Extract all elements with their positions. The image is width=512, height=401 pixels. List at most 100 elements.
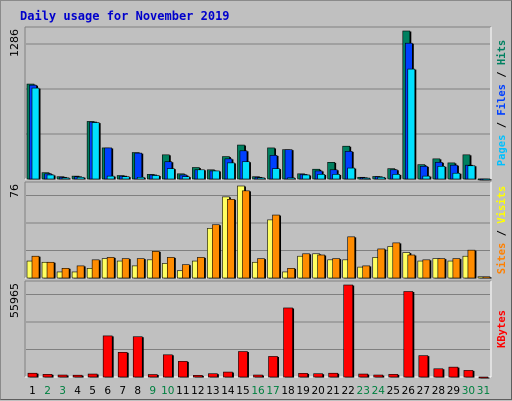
bar-sites-20 [317, 254, 325, 279]
bar-kbytes-18 [283, 307, 293, 378]
bar-kbytes-8 [132, 336, 143, 378]
bar-kbytes-20 [313, 373, 323, 378]
x-tick-21: 21 [326, 385, 339, 397]
bar-pages-31 [482, 178, 491, 181]
y-max-label-kbytes: 55965 [8, 283, 21, 318]
bar-kbytes-29 [448, 366, 459, 378]
x-tick-24: 24 [372, 385, 386, 397]
y-max-label-visits-sites: 76 [8, 184, 21, 198]
bar-kbytes-11 [178, 361, 188, 378]
bar-sites-8 [136, 258, 145, 279]
bar-sites-31 [482, 276, 491, 279]
bar-pages-16 [257, 177, 265, 180]
bar-pages-27 [422, 175, 431, 180]
legend-kbytes: KBytes [496, 310, 508, 348]
x-tick-10: 10 [161, 385, 174, 397]
bar-sites-22 [347, 236, 355, 279]
bar-pages-12 [197, 169, 205, 180]
bar-sites-27 [422, 259, 431, 279]
bar-kbytes-17 [268, 356, 278, 378]
bar-kbytes-15 [238, 351, 248, 378]
bar-kbytes-3 [57, 374, 68, 378]
bar-pages-8 [136, 176, 145, 180]
legend-entry: KBytes [496, 310, 508, 348]
x-tick-1: 1 [29, 385, 36, 397]
bar-pages-22 [347, 167, 355, 180]
bar-kbytes-31 [478, 376, 489, 379]
bar-sites-17 [272, 214, 280, 279]
bar-kbytes-1 [27, 372, 38, 378]
bar-pages-4 [76, 176, 85, 180]
x-tick-19: 19 [296, 385, 309, 397]
bar-kbytes-2 [42, 374, 53, 378]
x-tick-30: 30 [462, 385, 475, 397]
bar-sites-6 [106, 257, 115, 279]
bar-pages-15 [242, 161, 250, 180]
bar-sites-25 [392, 242, 401, 279]
legend-entry: Files [496, 84, 508, 116]
bar-files-8 [134, 152, 143, 180]
bar-kbytes-10 [162, 354, 173, 378]
x-tick-23: 23 [357, 385, 370, 397]
x-tick-15: 15 [236, 385, 249, 397]
x-tick-18: 18 [281, 385, 294, 397]
bar-sites-4 [76, 265, 85, 279]
bar-sites-19 [302, 253, 310, 279]
legend-entry: Hits [496, 40, 508, 65]
x-tick-17: 17 [266, 385, 279, 397]
bar-kbytes-24 [373, 374, 384, 378]
legend-hits-files-pages: Pages / Files / Hits [496, 40, 508, 166]
x-tick-12: 12 [191, 385, 204, 397]
x-tick-14: 14 [221, 385, 235, 397]
x-tick-13: 13 [206, 385, 219, 397]
bar-pages-2 [46, 174, 55, 180]
x-tick-8: 8 [134, 385, 141, 397]
legend-entry: Visits [496, 186, 508, 224]
x-tick-5: 5 [89, 385, 96, 397]
x-tick-31: 31 [477, 385, 490, 397]
bar-pages-17 [272, 168, 280, 180]
bar-sites-13 [212, 224, 220, 279]
chart-title: Daily usage for November 2019 [20, 9, 230, 23]
bar-pages-20 [317, 174, 325, 180]
bar-kbytes-25 [388, 374, 399, 378]
bar-sites-29 [452, 258, 461, 279]
x-tick-6: 6 [104, 385, 111, 397]
bar-sites-16 [257, 258, 265, 279]
bar-kbytes-27 [418, 355, 429, 378]
bar-files-6 [104, 147, 112, 180]
legend-entry: / [496, 65, 508, 84]
bar-kbytes-5 [87, 373, 98, 378]
legend-entry: Pages [496, 135, 508, 167]
bar-kbytes-13 [208, 373, 218, 378]
x-tick-4: 4 [74, 385, 81, 397]
x-tick-26: 26 [402, 385, 416, 397]
bar-pages-7 [121, 176, 130, 180]
legend-visits-sites: Sites / Visits [496, 186, 508, 275]
bar-pages-26 [407, 68, 416, 180]
bar-kbytes-28 [433, 368, 444, 378]
bar-sites-2 [46, 261, 55, 279]
bar-pages-6 [106, 175, 115, 180]
bar-kbytes-23 [358, 373, 369, 378]
bar-pages-28 [437, 166, 446, 180]
legend-entry: Sites [496, 243, 508, 275]
bar-kbytes-26 [403, 291, 414, 378]
bar-sites-30 [467, 249, 476, 279]
bar-sites-15 [242, 190, 250, 279]
x-tick-3: 3 [59, 385, 66, 397]
bar-sites-11 [182, 264, 190, 279]
bar-pages-3 [61, 177, 70, 180]
bar-kbytes-16 [253, 374, 263, 378]
bar-sites-10 [166, 257, 175, 279]
bar-sites-18 [287, 268, 295, 279]
bar-pages-18 [287, 177, 295, 180]
bar-pages-24 [377, 176, 386, 180]
bar-sites-23 [362, 265, 371, 279]
x-tick-2: 2 [44, 385, 51, 397]
bar-sites-3 [61, 268, 70, 279]
bar-kbytes-14 [223, 371, 233, 378]
bar-sites-5 [91, 259, 100, 279]
bar-kbytes-21 [328, 372, 338, 378]
bar-sites-24 [377, 248, 386, 279]
